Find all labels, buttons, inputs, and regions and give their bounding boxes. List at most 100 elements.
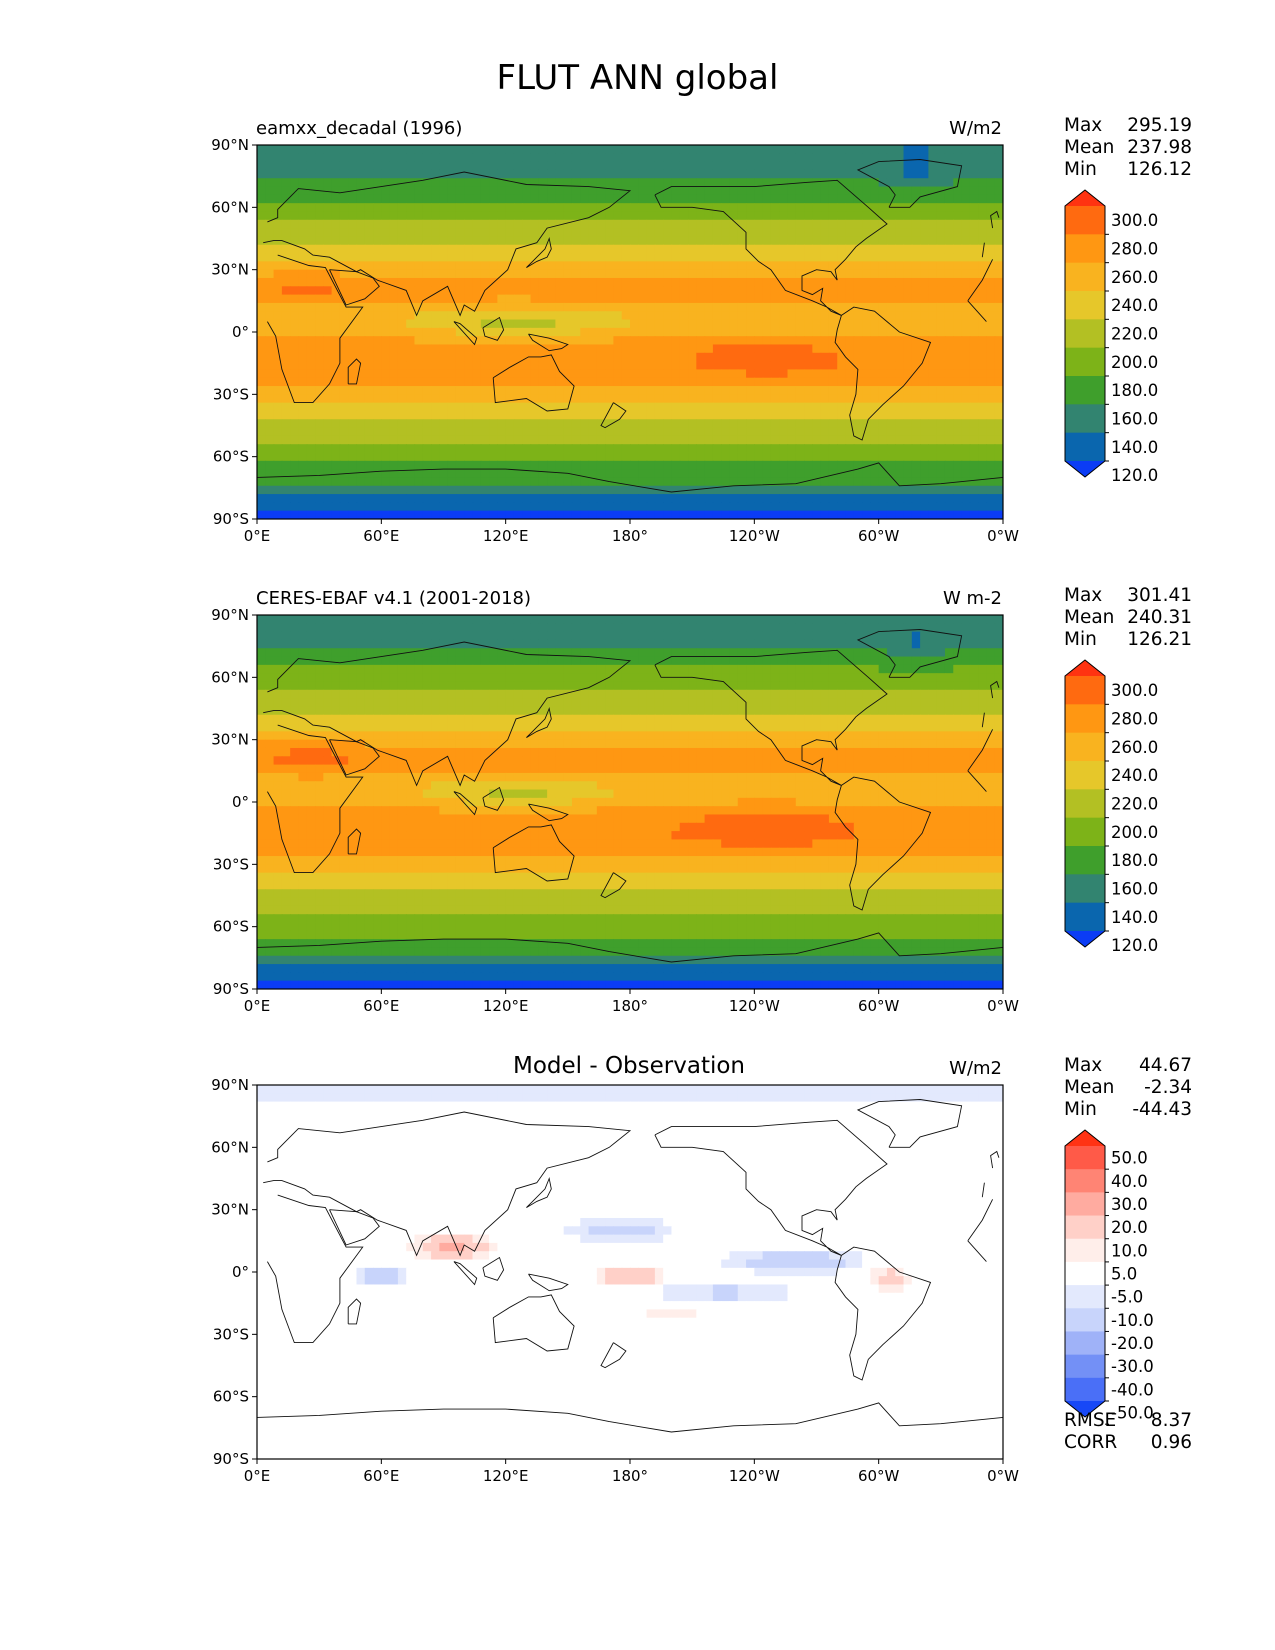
- coastline: [654, 179, 888, 316]
- coastline: [482, 786, 505, 811]
- colorbar-extend-top: [1065, 660, 1105, 676]
- coastline: [981, 1182, 985, 1198]
- colorbar-label: -5.0: [1111, 1288, 1143, 1307]
- colorbar-segment: [1065, 1285, 1105, 1309]
- lat-tick-label: 90°N: [211, 1076, 249, 1094]
- stats-box: Max 301.41 Mean 240.31 Min 126.21: [1064, 585, 1192, 651]
- coastline: [654, 1119, 888, 1256]
- lon-tick-label: 120°E: [483, 527, 529, 545]
- colorbar-segment: [1065, 1354, 1105, 1379]
- panel-title: Model - Observation: [512, 1053, 746, 1079]
- stat-min: Min 126.21: [1064, 629, 1192, 650]
- lon-tick-label: 60°W: [858, 527, 900, 545]
- coastline: [981, 712, 985, 728]
- coastline: [967, 1240, 987, 1262]
- colorbar-abs: 300.0 280.0 260.0 240.0 220.0 200.0 180.0 160.0…: [1064, 659, 1158, 955]
- coastline: [329, 739, 380, 776]
- colorbar-label: -50.0: [1111, 1404, 1154, 1423]
- coastline: [347, 1298, 362, 1325]
- lon-tick-label: 60°W: [858, 1467, 900, 1485]
- map-plot-observation: 90°N 60°N 30°N 0° 30°S 60°S 90°S0°E 60°E 120°E 18…: [211, 606, 1019, 1015]
- colorbar-label: 280.0: [1111, 710, 1158, 729]
- colorbar-label: 200.0: [1111, 353, 1158, 372]
- colorbar-segment: [1065, 704, 1105, 734]
- lat-tick-label: 60°S: [213, 448, 249, 466]
- colorbar-label: 160.0: [1111, 880, 1158, 899]
- lon-tick-label: 0°E: [244, 527, 271, 545]
- coastline: [834, 1246, 932, 1381]
- colorbar-label: 180.0: [1111, 851, 1158, 870]
- coastline: [528, 333, 569, 352]
- colorbar-segment: [1065, 1377, 1105, 1402]
- colorbar-extend-bottom: [1065, 461, 1105, 477]
- lon-tick-label: 60°E: [363, 997, 399, 1015]
- coastline: [453, 321, 478, 346]
- coastline: [453, 1261, 478, 1286]
- lat-tick-label: 0°: [232, 793, 249, 811]
- colorbar-label: 20.0: [1111, 1218, 1148, 1237]
- lat-tick-label: 90°S: [213, 510, 249, 528]
- lon-tick-label: 0°W: [987, 527, 1019, 545]
- colorbar-segment: [1065, 1331, 1105, 1356]
- coastline: [967, 770, 987, 792]
- lon-tick-label: 120°W: [729, 527, 780, 545]
- colorbar-segment: [1065, 1261, 1105, 1286]
- lat-tick-label: 60°S: [213, 1388, 249, 1406]
- lat-tick-label: 90°S: [213, 1450, 249, 1468]
- coastline: [492, 824, 575, 882]
- stat-min: Min -44.43: [1064, 1099, 1192, 1120]
- coastline: [482, 1256, 505, 1281]
- stat-corr: CORR 0.96: [1064, 1432, 1192, 1453]
- colorbar-segment: [1065, 1169, 1105, 1193]
- stat-rmse: RMSE 8.37: [1064, 1410, 1192, 1431]
- coastline: [834, 306, 932, 441]
- lat-tick-label: 60°N: [211, 668, 249, 686]
- coastline: [654, 649, 888, 786]
- lon-tick-label: 60°E: [363, 1467, 399, 1485]
- coastline: [329, 1209, 380, 1246]
- panel-units: W/m2: [949, 1058, 1002, 1079]
- colorbar-extend-top: [1065, 1130, 1105, 1146]
- colorbar-segment: [1065, 234, 1105, 264]
- lat-tick-label: 60°S: [213, 918, 249, 936]
- colorbar-segment: [1065, 1238, 1105, 1263]
- figure-title: FLUT ANN global: [496, 58, 779, 98]
- lon-tick-label: 120°W: [729, 1467, 780, 1485]
- coastline: [263, 171, 632, 317]
- lat-tick-label: 30°S: [213, 1325, 249, 1343]
- coastline: [528, 1273, 569, 1292]
- colorbar-label: 30.0: [1111, 1195, 1148, 1214]
- lon-tick-label: 60°E: [363, 527, 399, 545]
- lat-tick-label: 60°N: [211, 1138, 249, 1156]
- lon-tick-label: 120°E: [483, 1467, 529, 1485]
- coastline: [967, 300, 987, 322]
- lon-tick-label: 180°: [612, 1467, 648, 1485]
- coastline: [600, 1342, 627, 1369]
- lat-tick-label: 30°S: [213, 855, 249, 873]
- colorbar-segment: [1065, 902, 1105, 932]
- colorbar-segment: [1065, 347, 1105, 377]
- coastline: [856, 159, 963, 208]
- colorbar-segment: [1065, 404, 1105, 434]
- coastline: [482, 316, 505, 341]
- colorbar-abs: 300.0 280.0 260.0 240.0 220.0 200.0 180.0 160.0…: [1064, 189, 1158, 485]
- colorbar-label: -30.0: [1111, 1357, 1154, 1376]
- lon-tick-label: 0°E: [244, 1467, 271, 1485]
- colorbar-segment: [1065, 376, 1105, 405]
- coastline: [257, 932, 1003, 963]
- map-plot-model: 90°N 60°N 30°N 0° 30°S 60°S 90°S0°E 60°E 120°E 18…: [211, 136, 1019, 545]
- coastline: [600, 872, 627, 899]
- coastline: [528, 803, 569, 822]
- colorbar-segment: [1065, 1192, 1105, 1217]
- coastline: [347, 358, 362, 385]
- error-stats-box: RMSE 8.37 CORR 0.96: [1064, 1410, 1192, 1454]
- panel-title: eamxx_decadal (1996): [256, 118, 463, 139]
- stat-max: Max 301.41: [1064, 585, 1192, 606]
- lon-tick-label: 0°W: [987, 1467, 1019, 1485]
- lon-tick-label: 60°W: [858, 997, 900, 1015]
- stat-mean: Mean 240.31: [1064, 607, 1192, 628]
- colorbar-label: 200.0: [1111, 823, 1158, 842]
- colorbar-segment: [1065, 846, 1105, 875]
- colorbar-segment: [1065, 874, 1105, 904]
- stat-mean: Mean -2.34: [1064, 1077, 1192, 1098]
